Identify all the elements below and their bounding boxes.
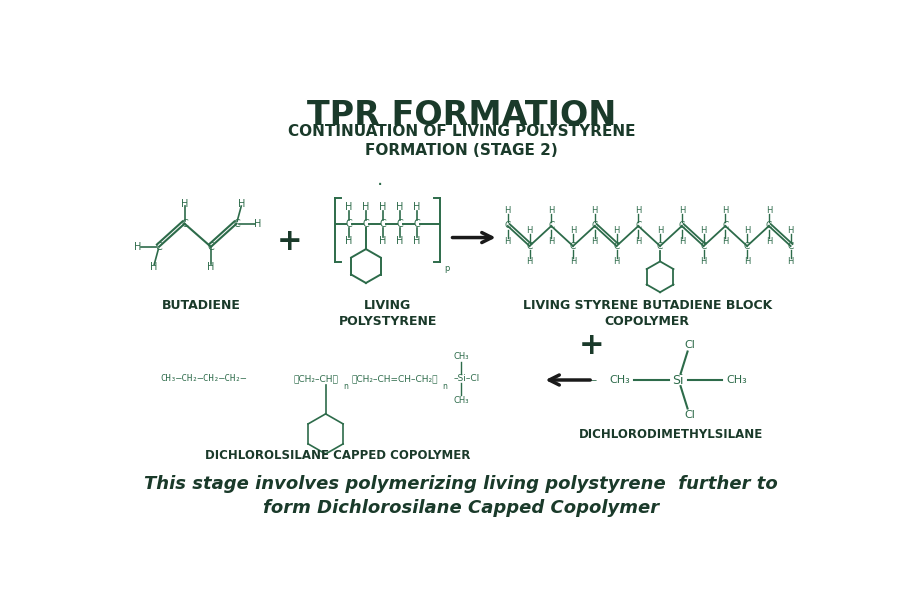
Text: H: H bbox=[635, 206, 642, 215]
Text: H: H bbox=[744, 226, 751, 235]
Text: H: H bbox=[505, 237, 511, 246]
Text: CH₃–CH₂–CH₂–CH₂–: CH₃–CH₂–CH₂–CH₂– bbox=[160, 374, 247, 383]
Text: H: H bbox=[413, 236, 421, 245]
Text: H: H bbox=[548, 237, 554, 246]
Text: C: C bbox=[363, 218, 369, 229]
Text: C: C bbox=[380, 218, 386, 229]
Text: +: + bbox=[579, 331, 604, 360]
Text: DICHLORODIMETHYLSILANE: DICHLORODIMETHYLSILANE bbox=[579, 428, 762, 441]
Text: H: H bbox=[722, 206, 728, 215]
Text: C: C bbox=[208, 242, 214, 252]
Text: H: H bbox=[379, 202, 387, 212]
Text: C: C bbox=[700, 242, 706, 251]
Text: Si: Si bbox=[672, 373, 684, 386]
Text: C: C bbox=[233, 218, 240, 229]
Text: C: C bbox=[788, 242, 794, 251]
Text: H: H bbox=[570, 257, 576, 266]
Text: H: H bbox=[700, 226, 706, 235]
Text: C: C bbox=[679, 221, 685, 230]
Text: CH₃: CH₃ bbox=[610, 375, 631, 385]
Text: H: H bbox=[766, 237, 772, 246]
Text: form Dichlorosilane Capped Copolymer: form Dichlorosilane Capped Copolymer bbox=[263, 499, 660, 517]
Text: p: p bbox=[445, 264, 450, 273]
Text: C: C bbox=[657, 242, 663, 251]
Text: H: H bbox=[679, 237, 685, 246]
Text: H: H bbox=[254, 218, 261, 229]
Text: CH₃: CH₃ bbox=[454, 395, 469, 404]
Text: C: C bbox=[156, 242, 162, 252]
Text: H: H bbox=[788, 257, 794, 266]
Text: H: H bbox=[635, 237, 642, 246]
Text: H: H bbox=[134, 242, 142, 252]
Text: ⎹CH₂–CH=CH–CH₂⎺: ⎹CH₂–CH=CH–CH₂⎺ bbox=[351, 374, 437, 383]
Text: H: H bbox=[396, 236, 404, 245]
Text: H: H bbox=[413, 202, 421, 212]
Text: BUTADIENE: BUTADIENE bbox=[162, 299, 241, 312]
Text: CH₃: CH₃ bbox=[454, 352, 469, 361]
Text: +: + bbox=[276, 227, 302, 256]
Text: This stage involves polymerizing living polystyrene  further to: This stage involves polymerizing living … bbox=[144, 475, 778, 493]
Text: –Si–Cl: –Si–Cl bbox=[454, 374, 480, 383]
Text: ⎹CH₂–CH⎺: ⎹CH₂–CH⎺ bbox=[293, 374, 338, 383]
Text: H: H bbox=[657, 226, 663, 235]
Text: C: C bbox=[766, 221, 772, 230]
Text: H: H bbox=[722, 237, 728, 246]
Text: C: C bbox=[570, 242, 576, 251]
Text: H: H bbox=[614, 257, 620, 266]
Text: H: H bbox=[238, 199, 246, 209]
Text: C: C bbox=[526, 242, 533, 251]
Text: H: H bbox=[744, 257, 751, 266]
Text: H: H bbox=[591, 237, 598, 246]
Text: H: H bbox=[526, 226, 533, 235]
Text: C: C bbox=[505, 221, 511, 230]
Text: LIVING STYRENE BUTADIENE BLOCK
COPOLYMER: LIVING STYRENE BUTADIENE BLOCK COPOLYMER bbox=[523, 299, 772, 328]
Text: CONTINUATION OF LIVING POLYSTYRENE
FORMATION (STAGE 2): CONTINUATION OF LIVING POLYSTYRENE FORMA… bbox=[287, 124, 635, 158]
Text: C: C bbox=[635, 221, 642, 230]
Text: H: H bbox=[548, 206, 554, 215]
Text: C: C bbox=[414, 218, 420, 229]
Text: TPR FORMATION: TPR FORMATION bbox=[307, 99, 616, 132]
Text: H: H bbox=[614, 226, 620, 235]
Text: H: H bbox=[766, 206, 772, 215]
Text: H: H bbox=[150, 262, 158, 272]
Text: H: H bbox=[526, 257, 533, 266]
Text: C: C bbox=[548, 221, 554, 230]
Text: H: H bbox=[679, 206, 685, 215]
Text: H: H bbox=[591, 206, 598, 215]
Text: H: H bbox=[207, 262, 214, 272]
Text: H: H bbox=[396, 202, 404, 212]
Text: H: H bbox=[570, 226, 576, 235]
Text: n: n bbox=[443, 382, 447, 391]
Text: C: C bbox=[722, 221, 728, 230]
Text: C: C bbox=[744, 242, 751, 251]
Text: H: H bbox=[346, 202, 353, 212]
Text: n: n bbox=[344, 382, 348, 391]
Text: CH₃: CH₃ bbox=[726, 375, 747, 385]
Text: H: H bbox=[346, 236, 353, 245]
Text: H: H bbox=[362, 202, 370, 212]
Text: H: H bbox=[505, 206, 511, 215]
Text: LIVING
POLYSTYRENE: LIVING POLYSTYRENE bbox=[338, 299, 436, 328]
Text: DICHLOROLSILANE CAPPED COPOLYMER: DICHLOROLSILANE CAPPED COPOLYMER bbox=[204, 449, 470, 462]
Text: C: C bbox=[397, 218, 403, 229]
Text: H: H bbox=[788, 226, 794, 235]
Text: C: C bbox=[346, 218, 352, 229]
Text: H: H bbox=[700, 257, 706, 266]
Text: H: H bbox=[379, 236, 387, 245]
Text: C: C bbox=[591, 221, 598, 230]
Text: C: C bbox=[614, 242, 620, 251]
Text: Cl: Cl bbox=[684, 340, 696, 350]
Text: —: — bbox=[586, 375, 597, 385]
Text: H: H bbox=[181, 199, 188, 209]
Text: C: C bbox=[181, 218, 188, 229]
Text: Cl: Cl bbox=[684, 410, 696, 419]
Text: ·: · bbox=[377, 176, 383, 196]
